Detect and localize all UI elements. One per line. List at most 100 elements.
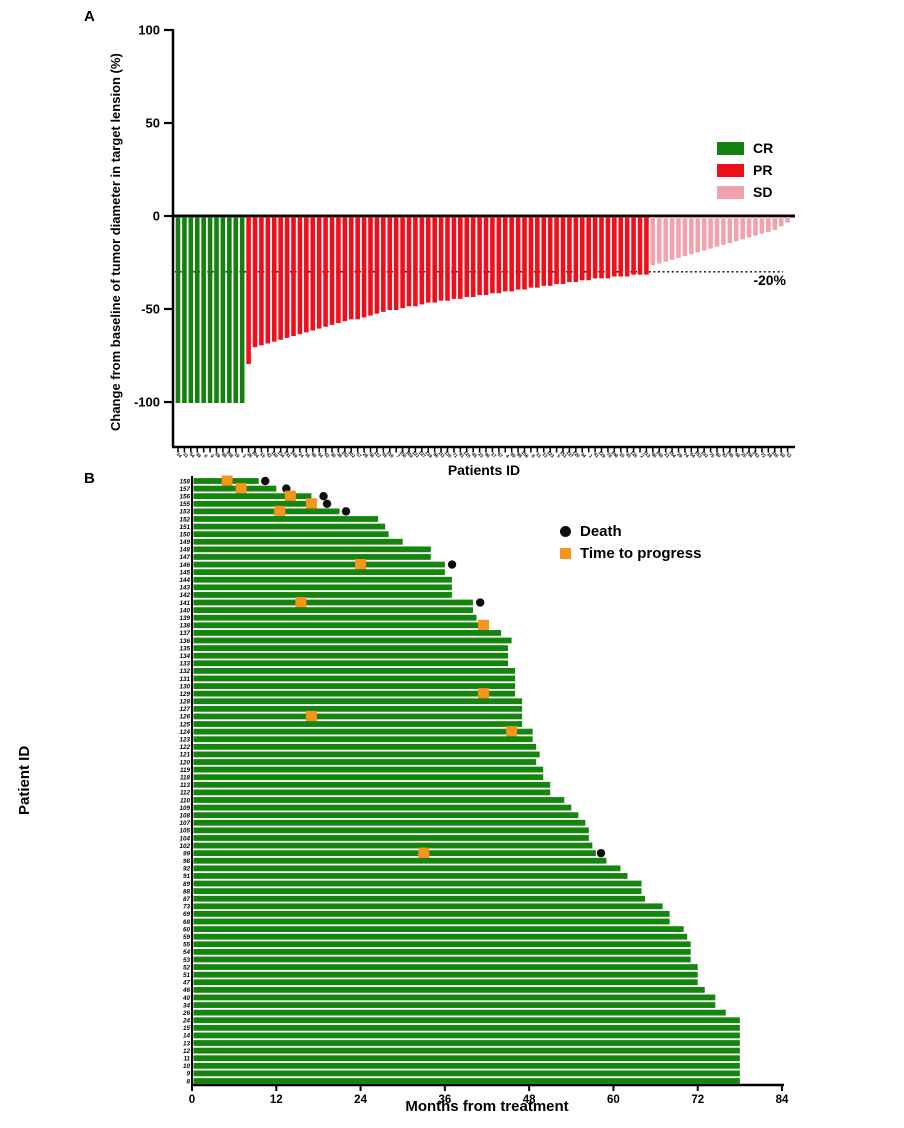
swimmer-bar <box>193 485 277 492</box>
waterfall-bar <box>740 217 745 240</box>
a-x-tick-label: 6 <box>203 453 209 459</box>
a-x-tick-label: 35 <box>625 452 632 459</box>
a-x-tick-label: 29 <box>676 452 683 459</box>
b-row-id-label: 98 <box>183 858 191 865</box>
swimmer-bar <box>193 1070 740 1077</box>
waterfall-bar <box>676 217 681 258</box>
waterfall-bar <box>579 217 585 281</box>
legend-item-sd: SD <box>717 185 773 200</box>
b-row-id-label: 118 <box>180 775 191 782</box>
swimmer-bar <box>193 926 684 933</box>
b-row-id-label: 73 <box>183 904 191 911</box>
a-x-tick-label: 17 <box>490 452 497 459</box>
a-x-tick-label: 111 <box>437 450 446 459</box>
swimmer-bar <box>193 683 516 689</box>
a-x-tick-label: 44 <box>317 452 324 459</box>
a-x-tick-label: 102 <box>347 450 356 459</box>
waterfall-bar <box>361 217 367 318</box>
waterfall-bar <box>477 217 482 296</box>
a-x-tick-label: 131 <box>283 450 292 459</box>
b-row-id-label: 147 <box>179 554 190 561</box>
b-row-id-label: 140 <box>179 607 190 614</box>
a-x-tick-label: 154 <box>668 450 677 459</box>
swimmer-bar <box>193 911 670 917</box>
a-x-tick-label: 16 <box>304 452 311 459</box>
b-row-id-label: 26 <box>182 1010 191 1017</box>
b-row-id-label: 125 <box>179 721 190 728</box>
b-row-id-label: 151 <box>179 524 190 531</box>
progress-square-marker <box>506 726 518 738</box>
waterfall-bar <box>291 217 296 337</box>
a-x-tick-label: 110 <box>270 450 279 459</box>
b-row-id-label: 40 <box>182 995 191 1002</box>
b-row-id-label: 137 <box>179 630 190 637</box>
progress-square-marker <box>295 597 307 609</box>
swimmer-bar <box>193 523 386 530</box>
a-y-tick-label: 50 <box>146 116 160 131</box>
swimmer-bar <box>193 1009 726 1016</box>
b-row-id-label: 132 <box>179 668 190 675</box>
b-row-id-label: 104 <box>179 835 190 842</box>
waterfall-bar <box>432 217 437 303</box>
a-x-tick-label: 7 <box>396 453 402 459</box>
waterfall-bar <box>631 217 636 275</box>
b-row-id-label: 92 <box>183 866 191 873</box>
progress-square-marker <box>221 475 233 487</box>
swimmer-bar <box>193 538 403 545</box>
a-x-tick-label: 108 <box>225 450 234 459</box>
waterfall-bar <box>689 217 694 255</box>
waterfall-bar <box>214 217 219 403</box>
waterfall-bar <box>612 217 617 277</box>
swimmer-bar <box>193 705 523 712</box>
b-row-id-label: 46 <box>182 987 191 994</box>
waterfall-bar <box>586 217 591 281</box>
swimmer-bar <box>193 569 445 576</box>
waterfall-bar <box>483 217 489 296</box>
b-row-id-label: 122 <box>179 744 190 751</box>
a-x-tick-label: 78 <box>606 452 613 459</box>
waterfall-bar <box>278 217 283 340</box>
b-row-id-label: 47 <box>182 980 191 987</box>
progress-square-marker <box>284 490 296 502</box>
b-row-id-label: 155 <box>179 501 190 508</box>
a-x-tick-label: 40 <box>310 452 317 459</box>
b-row-id-label: 69 <box>183 911 191 918</box>
swimmer-bar <box>193 979 698 986</box>
b-row-id-label: 52 <box>183 964 191 971</box>
swimmer-bar <box>193 554 431 560</box>
b-row-id-label: 141 <box>179 600 190 607</box>
sd-color-swatch <box>717 186 744 199</box>
progress-square-marker <box>305 710 317 722</box>
swimmer-bar <box>193 903 663 910</box>
b-row-id-label: 107 <box>179 820 190 827</box>
swimmer-bar <box>193 956 691 963</box>
waterfall-bar <box>528 217 534 288</box>
b-row-id-label: 24 <box>182 1018 191 1025</box>
a-x-tick-label: 113 <box>642 450 651 459</box>
a-x-tick-label: 18 <box>766 452 773 459</box>
swimmer-bar <box>193 607 473 614</box>
a-x-tick-label: 152 <box>341 450 350 459</box>
a-x-tick-label: 60 <box>715 452 722 459</box>
b-row-id-label: 134 <box>179 653 190 660</box>
swimmer-bar <box>193 660 509 667</box>
a-x-tick-label: 45 <box>471 452 478 459</box>
a-x-tick-label: 126 <box>629 450 638 459</box>
b-row-id-label: 157 <box>179 486 190 493</box>
waterfall-bar <box>778 217 784 227</box>
a-x-tick-label: 143 <box>751 450 760 459</box>
a-x-tick-label: 71 <box>452 452 459 459</box>
a-x-tick-label: 64 <box>689 452 696 459</box>
swimmer-bar <box>193 819 586 826</box>
a-x-tick-label: 9 <box>210 453 216 459</box>
waterfall-bar <box>567 217 572 283</box>
b-row-id-label: 51 <box>183 972 191 979</box>
b-row-id-label: 91 <box>183 873 191 880</box>
progress-label: Time to progress <box>580 545 702 562</box>
b-row-id-label: 88 <box>183 888 191 895</box>
waterfall-bar <box>490 217 495 294</box>
waterfall-bar <box>554 217 559 284</box>
waterfall-bar <box>663 217 668 262</box>
swimmer-bar <box>193 857 607 864</box>
